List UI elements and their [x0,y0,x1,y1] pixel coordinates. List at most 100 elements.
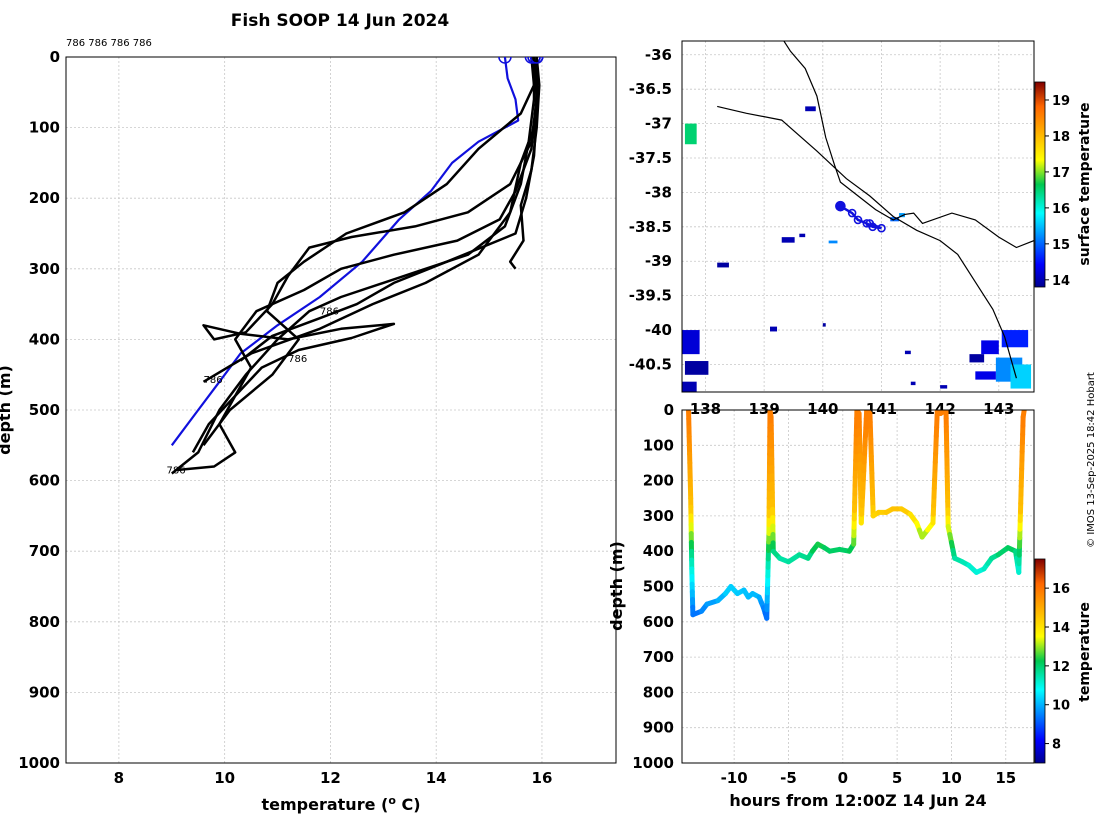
timeseries-y-tick-label: 600 [643,613,674,631]
profile-number-label: 786 [204,375,223,386]
sst-patches [682,106,1032,392]
imos-credit: © IMOS 13-Sep-2025 18:42 Hobart [1086,372,1097,548]
profile-y-ticks: 0 100 200 300 400 500 600 700 800 900 1000 [18,48,60,772]
temperature-colorbar-tick-label: 10 [1052,699,1070,714]
profile-y-label: depth (m) [0,365,14,455]
map-lon-tick-label: 143 [983,400,1014,418]
map-lat-tick-label: -40 [645,321,672,339]
sst-patch [1001,330,1029,348]
profile-surface-marker [529,57,544,64]
ship-track [835,200,886,233]
profile-x-tick-label: 10 [214,769,235,787]
profile-y-tick-label: 600 [29,472,60,490]
profile-x-tick-label: 16 [532,769,553,787]
sst-patch [822,323,826,327]
temperature-colorbar-tick-label: 16 [1052,582,1070,597]
top-profile-labels: 786 786 786 786 [66,38,152,49]
profile-x-ticks: 8 10 12 14 16 [114,769,553,787]
timeseries-y-tick-label: 400 [643,542,674,560]
sst-patch [770,326,778,332]
sst-patch [805,106,816,112]
timeseries-x-tick-label: -5 [780,769,797,787]
map-lat-ticks: -36 -36.5 -37 -37.5 -38 -38.5 -39 -39.5 -40 -40.5 [629,46,672,374]
map-panel: 138 139 140 141 142 143 -36-36.5-37-37.5-38-3… [629,40,1093,418]
temperature-colorbar-tick-label: 12 [1052,660,1070,675]
map-lon-ticks: 138 139 140 141 142 143 [690,400,1015,418]
sst-patch [981,340,999,355]
sst-colorbar-tick-label: 18 [1052,130,1070,145]
timeseries-x-label: hours from 12:00Z 14 Jun 24 [729,791,986,810]
map-lon-tick-label: 141 [866,400,897,418]
sst-colorbar-tick-label: 17 [1052,166,1070,181]
profile-y-tick-label: 900 [29,683,60,701]
ship-track-point [865,219,875,228]
temperature-colorbar-label: temperature [1077,602,1093,702]
current-profile-line [170,57,520,446]
depth-track [686,410,1027,621]
temperature-colorbar-ticks: 8 10 12 14 16 [1045,582,1070,753]
sst-patch [975,371,996,380]
profile-y-tick-label: 500 [29,401,60,419]
timeseries-y-ticks: 0 100 200 300 400 500 600 700 800 900 1000 [632,401,674,772]
map-lat-tick-label: -36 [645,46,672,64]
profile-surface-marker [498,57,512,64]
timeseries-panel: -10 -5 0 5 10 15 0 100 200 300 400 500 600 700 800 900… [607,401,1093,810]
map-lat-tick-label: -38.5 [629,218,672,236]
map-lat-tick-label: -37.5 [629,149,672,167]
sst-patch [799,233,806,238]
sst-colorbar-ticks: 14 15 16 17 18 19 [1045,94,1070,289]
timeseries-axes-frame [681,409,1035,764]
timeseries-y-tick-label: 0 [664,401,674,419]
sst-colorbar-label: surface temperature [1077,102,1093,265]
ship-track-point [835,200,846,212]
depth-track-segment [1020,410,1027,420]
profile-line [191,57,538,454]
profile-grid [66,56,616,764]
timeseries-y-tick-label: 300 [643,507,674,525]
timeseries-y-tick-label: 900 [643,719,674,737]
profile-y-tick-label: 800 [29,613,60,631]
map-grid [682,41,1034,392]
map-axes-frame [681,40,1035,393]
profile-y-tick-label: 700 [29,542,60,560]
profile-line [508,57,541,270]
profile-y-tick-label: 0 [50,48,60,66]
map-lat-tick-label: -37 [645,115,672,133]
timeseries-y-tick-label: 200 [643,472,674,490]
sst-colorbar-tick-label: 16 [1052,202,1070,217]
sst-colorbar-tick-label: 19 [1052,94,1070,109]
coastline [717,41,1034,379]
sst-patch [684,123,697,145]
timeseries-y-tick-label: 700 [643,648,674,666]
sst-patch [969,354,985,363]
map-lon-tick-label: 140 [807,400,838,418]
timeseries-y-label: depth (m) [607,541,626,631]
timeseries-y-tick-label: 100 [643,436,674,454]
profile-x-tick-label: 8 [114,769,124,787]
sst-patch [940,385,948,389]
sst-colorbar-tick-label: 14 [1052,274,1070,289]
chart-title: Fish SOOP 14 Jun 2024 [231,11,450,31]
sst-patch [904,350,911,355]
map-lat-tick-label: -36.5 [629,80,672,98]
sst-patch [682,381,697,392]
profile-lines: 786 786 786 786 [166,57,544,477]
sst-patch [828,240,838,244]
profile-y-tick-label: 300 [29,260,60,278]
profile-y-tick-label: 200 [29,189,60,207]
profile-y-tick-label: 100 [29,119,60,137]
timeseries-x-tick-label: 10 [941,769,962,787]
profile-y-tick-label: 400 [29,330,60,348]
sst-patch [717,262,729,268]
profile-number-label: 786 [320,307,339,318]
profile-line [202,57,536,447]
timeseries-x-tick-label: 15 [995,769,1016,787]
map-lon-tick-label: 139 [748,400,779,418]
profile-y-tick-label: 1000 [18,754,60,772]
timeseries-y-tick-label: 1000 [632,754,674,772]
ship-track-point [853,215,863,225]
profile-panel: Fish SOOP 14 Jun 2024 786 786 786 786 78… [0,11,617,814]
sst-patch [684,361,709,375]
profile-axes-frame [65,56,617,764]
